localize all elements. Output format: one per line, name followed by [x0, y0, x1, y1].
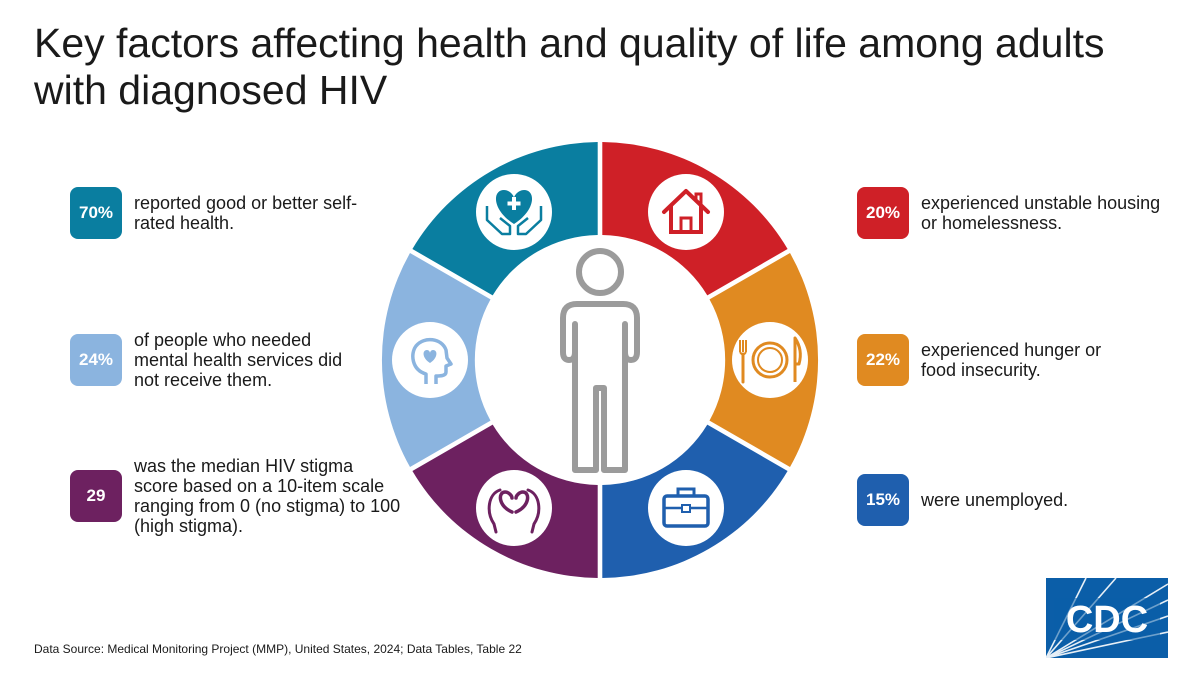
mind-heart-icon [392, 322, 468, 398]
person-icon [560, 248, 640, 473]
stat-text: were unemployed. [921, 490, 1069, 510]
stat-hiv-stigma: 29 was the median HIV stigma score based… [70, 456, 410, 536]
stat-badge: 22% [857, 334, 909, 386]
stat-mental-health: 24% of people who needed mental health s… [70, 330, 370, 390]
data-source: Data Source: Medical Monitoring Project … [34, 642, 522, 656]
heart-hands-icon [476, 470, 552, 546]
stat-housing: 20% experienced unstable housing or home… [857, 187, 1177, 239]
briefcase-icon [648, 470, 724, 546]
stat-unemployment: 15% were unemployed. [857, 474, 1177, 526]
stat-text: experienced unstable housing or homeless… [921, 193, 1161, 233]
stat-badge: 15% [857, 474, 909, 526]
stat-text: experienced hunger or food insecurity. [921, 340, 1102, 380]
cdc-logo-text: CDC [1066, 599, 1148, 641]
stat-text: reported good or better self-rated healt… [134, 193, 358, 233]
stat-food-insecurity: 22% experienced hunger or food insecurit… [857, 334, 1177, 386]
house-icon [648, 174, 724, 250]
health-care-icon [476, 174, 552, 250]
stat-self-rated-health: 70% reported good or better self-rated h… [70, 187, 370, 239]
stat-badge: 20% [857, 187, 909, 239]
cdc-logo: CDC [1046, 578, 1168, 658]
stat-badge: 29 [70, 470, 122, 522]
stat-text: of people who needed mental health servi… [134, 330, 343, 390]
stat-text: was the median HIV stigma score based on… [134, 456, 401, 536]
stat-badge: 24% [70, 334, 122, 386]
stat-badge: 70% [70, 187, 122, 239]
plate-cutlery-icon [732, 322, 808, 398]
factors-wheel [381, 142, 819, 578]
page-title: Key factors affecting health and quality… [34, 20, 1105, 113]
